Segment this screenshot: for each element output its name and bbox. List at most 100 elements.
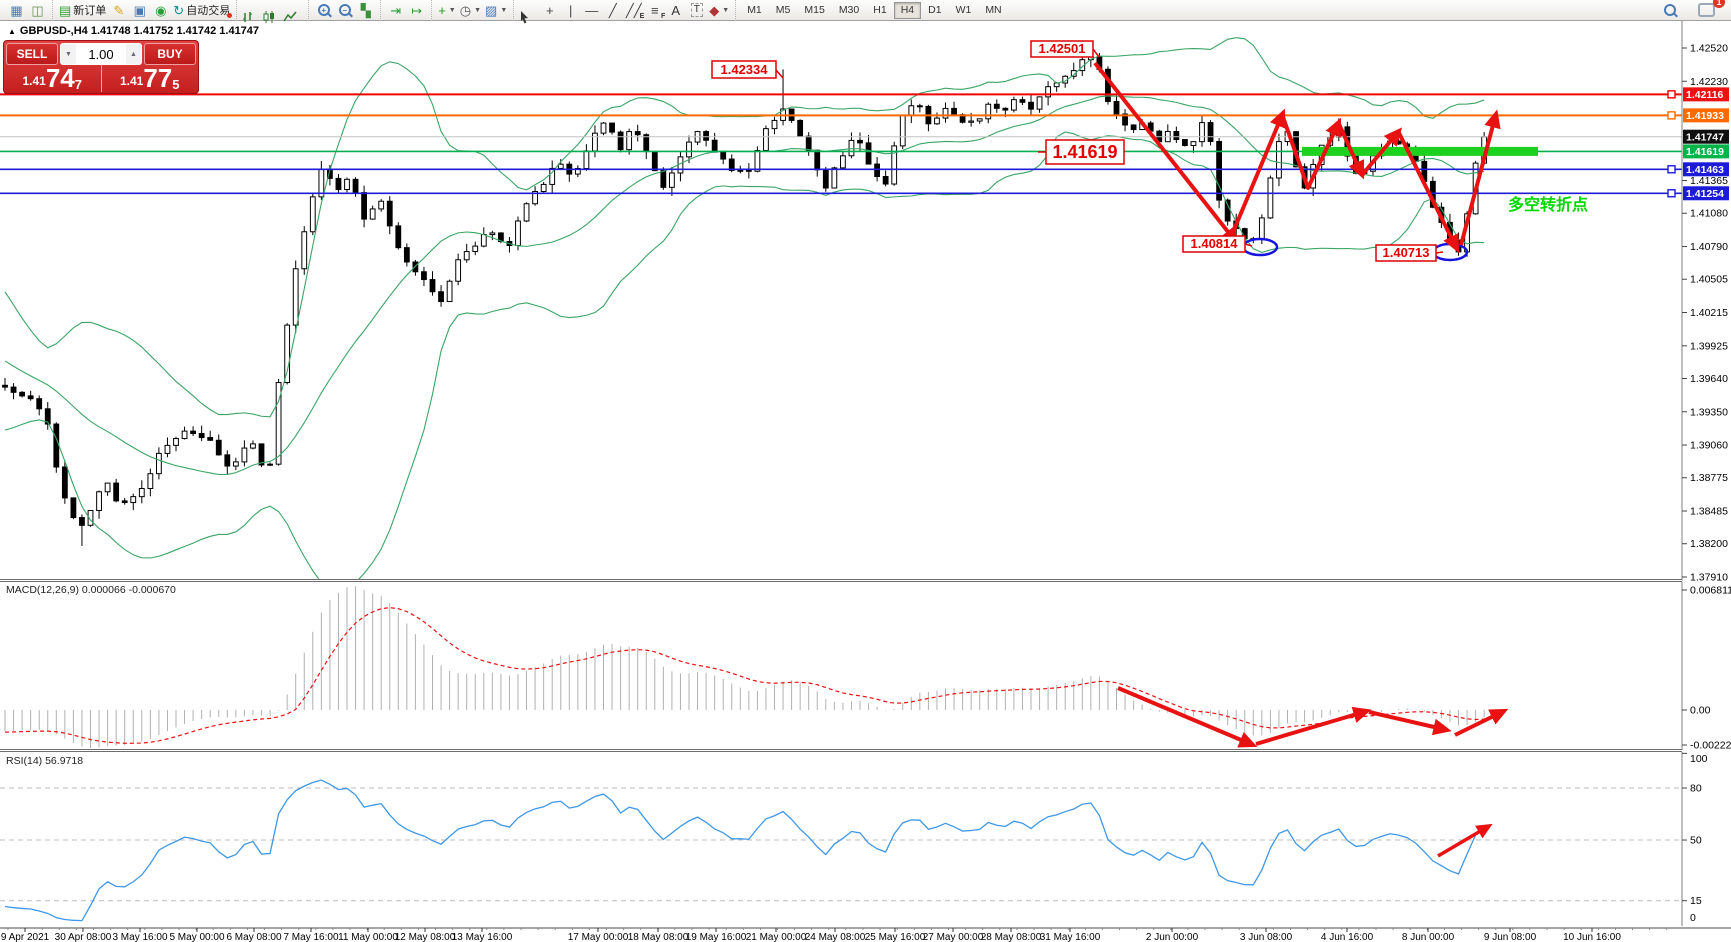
volume-input[interactable] [76,44,126,64]
macd-axis[interactable]: 0.006811 0.00 -0.002227 [1682,585,1731,751]
timeframe-M15[interactable]: M15 [797,2,831,19]
volume-increase-button[interactable]: ▲ [126,44,141,64]
date-label: 12 May 08:00 [395,932,456,942]
zoom-in-icon: + [317,4,330,16]
horizontal-line-button[interactable]: — [581,1,602,20]
price-axis[interactable]: 1.42520 1.42230 1.41365 1.41080 1.40790 1.405… [1682,43,1729,582]
line-handle[interactable] [1667,90,1676,99]
svg-text:1.41619: 1.41619 [1052,142,1117,162]
date-label: 3 May 16:00 [112,932,167,942]
panel-separator[interactable] [0,749,1682,752]
buy-price-big: 77 [143,63,173,93]
toolbar-group-windows: ▦ ◫ [2,0,52,21]
fibonacci-button[interactable]: ≡ F [644,1,665,20]
chart-shift-button[interactable]: ⇥ [385,1,406,20]
collapse-triangle-icon[interactable]: ▲ [8,27,16,36]
trend-arrow[interactable] [1229,108,1286,238]
trendline-button[interactable]: ╱ [602,1,623,20]
new-order-button[interactable]: ▤ 新订单 [57,1,108,20]
macd-trend-arrow[interactable] [1368,710,1452,736]
autotrading-button[interactable]: ↻ 自动交易 [171,1,233,20]
text-button[interactable]: A [665,1,686,20]
line-handle[interactable] [1667,111,1676,120]
svg-text:0: 0 [1690,912,1696,924]
svg-text:1.42334: 1.42334 [721,62,769,77]
autotrading-icon: ↻ [173,2,185,18]
price-annotation-label[interactable]: 1.42501 [1030,40,1100,58]
macd-trend-arrow[interactable] [1255,706,1372,746]
new-chart-button[interactable]: ▦ [6,1,27,20]
pivot-ellipse[interactable] [1241,237,1279,257]
price-chart-pane[interactable]: 1.42334 1.42501 1.41619 1.40814 1.40713 多空转折点… [0,21,1731,581]
period-button[interactable]: ◷ ▼ [458,1,483,20]
rsi-axis[interactable]: 100 80 50 15 0 [1682,752,1708,926]
green-highlight-band[interactable] [1302,146,1538,156]
volume-decrease-button[interactable]: ▼ [61,44,76,64]
arrows-button[interactable]: ◆ ▼ [707,1,731,20]
buy-price-sup: 5 [172,77,180,92]
svg-text:1.40713: 1.40713 [1383,245,1430,260]
templates-button[interactable]: ▨ ▼ [483,1,509,20]
signals-button[interactable]: ◉ [150,1,171,20]
buy-button[interactable]: BUY [144,43,196,65]
indicators-button[interactable]: + ▼ [436,1,458,20]
timeframe-MN[interactable]: MN [978,2,1008,19]
timeframe-H4[interactable]: H4 [893,1,922,19]
timeframe-M1[interactable]: M1 [740,2,769,19]
price-annotation-label[interactable]: 1.41619 [1038,139,1125,165]
crosshair-button[interactable]: + [539,1,560,20]
zoom-out-button[interactable]: − [334,1,355,20]
bar-chart-button[interactable] [241,1,262,22]
notifications-button[interactable]: 1 [1696,0,1725,20]
profiles-button[interactable]: ◫ [27,1,48,20]
buy-price[interactable]: 1.41 77 5 [100,63,199,93]
trend-arrow[interactable] [1093,61,1239,246]
price-annotation-label[interactable]: 1.40713 [1375,244,1444,262]
sell-price[interactable]: 1.41 74 7 [4,65,101,92]
trend-arrow[interactable] [1459,109,1501,246]
buy-price-prefix: 1.41 [119,74,144,88]
candlestick-button[interactable] [262,1,283,23]
timeframe-H1[interactable]: H1 [866,2,893,19]
text-label-button[interactable]: T [686,1,707,20]
terminal-button[interactable]: ▣ [129,1,150,20]
channel-button[interactable]: ╱╱ E [623,1,644,20]
macd-pane[interactable]: 0.006811 0.00 -0.002227 [0,582,1731,750]
macd-trend-arrow[interactable] [1454,708,1509,737]
line-chart-button[interactable] [283,1,304,22]
sell-price-prefix: 1.41 [22,74,46,88]
trend-arrow[interactable] [1281,116,1342,190]
trend-arrow[interactable] [1360,127,1403,177]
timeframe-D1[interactable]: D1 [921,2,948,19]
rsi-trend-arrow[interactable] [1437,823,1493,858]
date-axis[interactable]: 9 Apr 2021 30 Apr 08:00 3 May 16:00 5 May 0… [0,927,1731,942]
line-handle[interactable] [1667,189,1676,198]
rsi-pane[interactable]: 100 80 50 15 0 [0,752,1731,926]
cursor-button[interactable] [518,1,539,24]
symbol-ohlc-text: GBPUSD-,H4 1.41748 1.41752 1.41742 1.417… [19,25,260,37]
rsi-title: RSI(14) 56.9718 [6,755,84,767]
sell-button[interactable]: SELL [6,43,58,65]
vertical-line-button[interactable]: | [560,1,581,20]
panel-separator[interactable] [0,579,1682,582]
svg-text:1.39350: 1.39350 [1690,406,1728,418]
trend-arrow[interactable] [1397,132,1460,254]
macd-trend-arrow[interactable] [1117,686,1258,748]
price-annotation-label[interactable]: 1.42334 [711,60,784,79]
price-annotation-label[interactable]: 1.40814 [1182,235,1253,253]
trend-arrow[interactable] [1337,123,1365,180]
timeframe-M30[interactable]: M30 [832,2,866,19]
search-button[interactable] [1659,1,1680,20]
volume-stepper: ▼ ▲ [60,43,142,65]
bull-bear-pivot-note[interactable]: 多空转折点 [1508,195,1588,214]
chevron-down-icon: ▼ [500,6,508,14]
metaeditor-button[interactable]: ✎ [108,1,129,20]
zoom-in-button[interactable]: + [313,1,334,20]
auto-scroll-button[interactable]: ↦ [406,1,427,20]
timeframe-W1[interactable]: W1 [949,2,979,19]
timeframe-M5[interactable]: M5 [769,2,798,19]
line-handle[interactable] [1667,165,1676,174]
chevron-down-icon: ▼ [448,6,456,14]
tile-windows-button[interactable]: ▚ [355,1,376,20]
bollinger-lower-band [4,131,1485,581]
